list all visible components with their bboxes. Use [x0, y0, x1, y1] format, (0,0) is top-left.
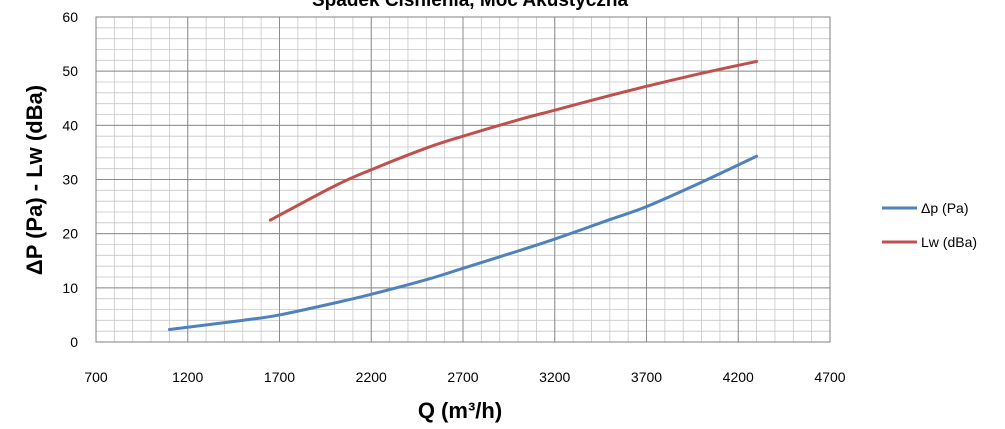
series-line-lw [268, 59, 759, 222]
legend: Δp (Pa) Lw (dBa) [882, 200, 977, 250]
chart-title: Spadek Ciśnienia, Moc Akustyczna [312, 0, 628, 11]
legend-label: Lw (dBa) [921, 234, 977, 250]
y-tick-label: 10 [62, 280, 78, 296]
x-tick-labels: 700 1200 1700 2200 2700 3200 3700 4200 4700 [84, 369, 845, 385]
x-tick-label: 2700 [447, 369, 478, 385]
x-tick-label: 4200 [723, 369, 754, 385]
y-tick-label: 20 [62, 226, 78, 242]
major-gridlines [95, 16, 831, 343]
series-layer [167, 59, 759, 332]
legend-label: Δp (Pa) [921, 200, 968, 216]
y-tick-labels: 0 10 20 30 40 50 60 [62, 9, 78, 350]
x-tick-label: 1200 [172, 369, 203, 385]
y-tick-label: 60 [62, 9, 78, 25]
x-tick-label: 3200 [539, 369, 570, 385]
x-tick-label: 700 [84, 369, 108, 385]
y-tick-label: 50 [62, 63, 78, 79]
x-tick-label: 1700 [264, 369, 295, 385]
y-tick-label: 30 [62, 172, 78, 188]
x-tick-label: 4700 [814, 369, 845, 385]
x-tick-label: 2200 [356, 369, 387, 385]
y-tick-label: 0 [70, 334, 78, 350]
y-tick-label: 40 [62, 117, 78, 133]
x-axis-title: Q (m³/h) [418, 398, 502, 423]
plot-area-border [95, 16, 831, 343]
x-tick-label: 3700 [631, 369, 662, 385]
series-line-dp [167, 154, 759, 332]
y-axis-title: ΔP (Pa) - Lw (dBa) [22, 85, 47, 275]
